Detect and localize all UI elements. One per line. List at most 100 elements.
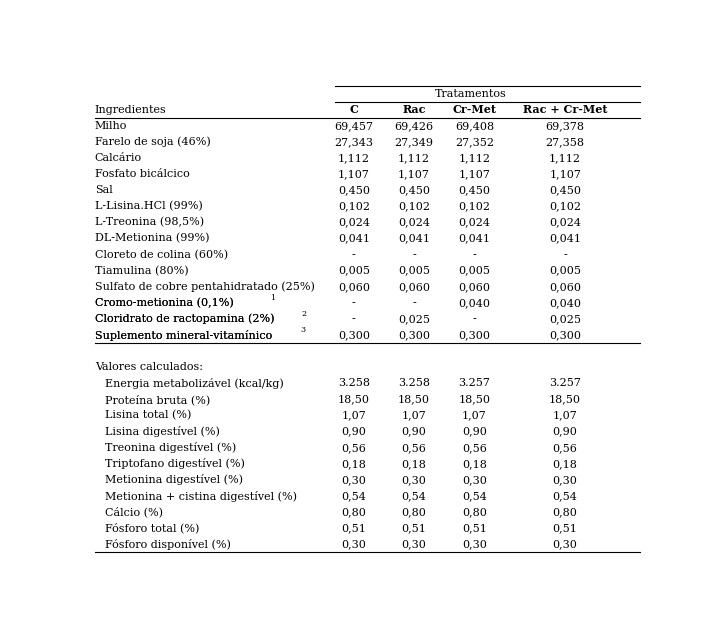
- Text: 0,51: 0,51: [553, 523, 578, 533]
- Text: 0,060: 0,060: [338, 282, 370, 292]
- Text: Fósforo disponível (%): Fósforo disponível (%): [105, 539, 231, 550]
- Text: 0,060: 0,060: [458, 282, 491, 292]
- Text: 3.258: 3.258: [338, 378, 370, 388]
- Text: 0,005: 0,005: [398, 266, 430, 276]
- Text: Fósforo total (%): Fósforo total (%): [105, 523, 199, 534]
- Text: Ingredientes: Ingredientes: [95, 105, 166, 115]
- Text: 0,024: 0,024: [338, 217, 370, 227]
- Text: Tratamentos: Tratamentos: [436, 89, 507, 99]
- Text: 1,112: 1,112: [458, 153, 491, 163]
- Text: 18,50: 18,50: [458, 394, 491, 404]
- Text: Triptofano digestível (%): Triptofano digestível (%): [105, 458, 245, 469]
- Text: 69,378: 69,378: [545, 121, 585, 131]
- Text: 69,426: 69,426: [395, 121, 433, 131]
- Text: 0,51: 0,51: [341, 523, 366, 533]
- Text: 69,457: 69,457: [334, 121, 373, 131]
- Text: 0,005: 0,005: [549, 266, 581, 276]
- Text: Valores calculados:: Valores calculados:: [95, 362, 203, 372]
- Text: L-Treonina (98,5%): L-Treonina (98,5%): [95, 217, 204, 227]
- Text: 0,450: 0,450: [398, 185, 430, 195]
- Text: 18,50: 18,50: [398, 394, 430, 404]
- Text: 0,30: 0,30: [462, 539, 487, 549]
- Text: 1,107: 1,107: [398, 169, 430, 179]
- Text: 0,56: 0,56: [553, 442, 578, 452]
- Text: 1,112: 1,112: [549, 153, 581, 163]
- Text: 1,07: 1,07: [553, 411, 578, 421]
- Text: 0,060: 0,060: [398, 282, 430, 292]
- Text: 3.257: 3.257: [549, 378, 581, 388]
- Text: 0,102: 0,102: [398, 201, 430, 211]
- Text: Lisina digestível (%): Lisina digestível (%): [105, 426, 220, 437]
- Text: Cromo-metionina (0,1%): Cromo-metionina (0,1%): [95, 298, 233, 308]
- Text: 0,54: 0,54: [553, 491, 578, 501]
- Text: 0,30: 0,30: [402, 539, 426, 549]
- Text: Sal: Sal: [95, 185, 113, 195]
- Text: L-Lisina.HCl (99%): L-Lisina.HCl (99%): [95, 201, 203, 211]
- Text: Calcário: Calcário: [95, 153, 142, 163]
- Text: 0,024: 0,024: [398, 217, 430, 227]
- Text: 0,56: 0,56: [341, 442, 366, 452]
- Text: Cloridrato de ractopamina (2%): Cloridrato de ractopamina (2%): [95, 314, 274, 324]
- Text: 0,18: 0,18: [402, 459, 426, 469]
- Text: 0,300: 0,300: [549, 330, 581, 340]
- Text: 0,040: 0,040: [458, 298, 491, 308]
- Text: 0,041: 0,041: [549, 234, 581, 244]
- Text: 0,56: 0,56: [462, 442, 487, 452]
- Text: -: -: [412, 298, 416, 308]
- Text: Metionina digestível (%): Metionina digestível (%): [105, 474, 243, 486]
- Text: 1,07: 1,07: [402, 411, 426, 421]
- Text: 0,102: 0,102: [549, 201, 581, 211]
- Text: Cromo-metionina (0,1%): Cromo-metionina (0,1%): [95, 298, 233, 308]
- Text: 18,50: 18,50: [549, 394, 581, 404]
- Text: 0,024: 0,024: [549, 217, 581, 227]
- Text: Cloridrato de ractopamina (2%): Cloridrato de ractopamina (2%): [95, 314, 274, 324]
- Text: 27,343: 27,343: [334, 137, 373, 147]
- Text: 0,025: 0,025: [398, 314, 430, 324]
- Text: 27,358: 27,358: [545, 137, 585, 147]
- Text: 1,107: 1,107: [458, 169, 491, 179]
- Text: 1,112: 1,112: [338, 153, 370, 163]
- Text: 0,90: 0,90: [462, 427, 487, 437]
- Text: Cálcio (%): Cálcio (%): [105, 507, 163, 518]
- Text: Rac: Rac: [402, 104, 426, 115]
- Text: 1,07: 1,07: [462, 411, 487, 421]
- Text: 0,450: 0,450: [338, 185, 370, 195]
- Text: 0,30: 0,30: [341, 539, 366, 549]
- Text: 0,18: 0,18: [341, 459, 366, 469]
- Text: Suplemento mineral-vitamínico: Suplemento mineral-vitamínico: [95, 329, 272, 341]
- Text: 1,07: 1,07: [341, 411, 366, 421]
- Text: 0,450: 0,450: [458, 185, 491, 195]
- Text: DL-Metionina (99%): DL-Metionina (99%): [95, 233, 209, 244]
- Text: 1,107: 1,107: [338, 169, 370, 179]
- Text: 3.257: 3.257: [458, 378, 491, 388]
- Text: 0,041: 0,041: [458, 234, 491, 244]
- Text: Milho: Milho: [95, 121, 127, 131]
- Text: 0,005: 0,005: [338, 266, 370, 276]
- Text: 0,30: 0,30: [402, 475, 426, 485]
- Text: Energia metabolizável (kcal/kg): Energia metabolizável (kcal/kg): [105, 378, 283, 389]
- Text: -: -: [473, 314, 476, 324]
- Text: 2: 2: [302, 310, 307, 318]
- Text: -: -: [473, 249, 476, 259]
- Text: Cr-Met: Cr-Met: [453, 104, 496, 115]
- Text: 1,112: 1,112: [398, 153, 430, 163]
- Text: Rac + Cr-Met: Rac + Cr-Met: [523, 104, 608, 115]
- Text: Farelo de soja (46%): Farelo de soja (46%): [95, 137, 211, 148]
- Text: Cloreto de colina (60%): Cloreto de colina (60%): [95, 249, 228, 260]
- Text: 0,90: 0,90: [553, 427, 578, 437]
- Text: 0,102: 0,102: [338, 201, 370, 211]
- Text: -: -: [352, 249, 356, 259]
- Text: C: C: [349, 104, 358, 115]
- Text: 0,54: 0,54: [341, 491, 366, 501]
- Text: 0,80: 0,80: [341, 507, 366, 517]
- Text: 0,54: 0,54: [462, 491, 487, 501]
- Text: 0,060: 0,060: [549, 282, 581, 292]
- Text: 0,30: 0,30: [553, 539, 578, 549]
- Text: 27,349: 27,349: [395, 137, 433, 147]
- Text: 0,54: 0,54: [402, 491, 426, 501]
- Text: Proteína bruta (%): Proteína bruta (%): [105, 394, 210, 405]
- Text: -: -: [412, 249, 416, 259]
- Text: Treonina digestível (%): Treonina digestível (%): [105, 442, 236, 453]
- Text: Sulfato de cobre pentahidratado (25%): Sulfato de cobre pentahidratado (25%): [95, 281, 315, 292]
- Text: 0,041: 0,041: [338, 234, 370, 244]
